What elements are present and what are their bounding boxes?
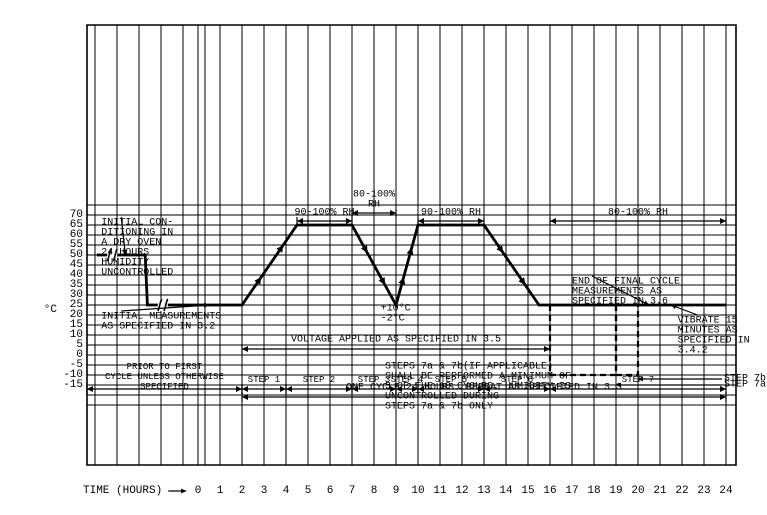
annotation-plus10minus2: -2°C	[381, 313, 405, 325]
annotation-vibrate: 3.4.2	[678, 346, 708, 357]
x-tick-label: 16	[543, 485, 556, 497]
arrow-head	[297, 218, 303, 224]
step7-label: STEP 7a	[724, 380, 766, 391]
x-tick-label: 5	[305, 485, 312, 497]
y-axis-label: °C	[44, 304, 58, 316]
x-tick-label: 1	[217, 485, 224, 497]
x-tick-label: 14	[499, 485, 513, 497]
x-tick-label: 17	[565, 485, 578, 497]
x-axis-label: TIME (HOURS)	[83, 485, 162, 497]
x-tick-label: 24	[719, 485, 733, 497]
step-label: STEP 7	[622, 375, 654, 385]
x-tick-label: 6	[327, 485, 334, 497]
step-label: PRIOR TO FIRST	[127, 362, 203, 372]
x-tick-label: 4	[283, 485, 290, 497]
x-tick-label: 20	[631, 485, 644, 497]
arrow-head	[280, 386, 286, 392]
x-tick-label: 21	[653, 485, 667, 497]
x-tick-label: 18	[587, 485, 600, 497]
step-label: STEP 1	[248, 375, 280, 385]
arrow-head	[478, 218, 484, 224]
annotation-steps7note: STEPS 7a & 7b ONLY	[385, 401, 493, 413]
x-tick-label: 2	[239, 485, 246, 497]
arrow-head	[720, 218, 726, 224]
arrow-head	[242, 386, 248, 392]
humidity-temperature-chart: -15-10-50510152025303540455055606570°C01…	[0, 0, 767, 515]
x-tick-label: 11	[433, 485, 447, 497]
step-label: SPECIFIED	[140, 382, 189, 392]
x-tick-label: 19	[609, 485, 622, 497]
rh-band-label: 90-100% RH	[294, 208, 354, 219]
x-tick-label: 10	[411, 485, 424, 497]
annotation-humidity_unc: UNCONTROLLED	[101, 268, 173, 279]
arrow-head	[236, 386, 242, 392]
y-tick-label: 70	[70, 209, 83, 221]
annotation-end_final: SPECIFIED IN 3.6	[572, 297, 668, 308]
x-tick-label: 22	[675, 485, 688, 497]
rh-band-label: 90-100% RH	[421, 208, 481, 219]
annotation-init_meas: AS SPECIFIED IN 3.2	[101, 322, 215, 333]
arrow-head	[286, 386, 292, 392]
x-tick-label: 15	[521, 485, 534, 497]
arrow-head	[181, 489, 186, 494]
step-label: STEP 2	[303, 375, 335, 385]
x-tick-label: 0	[195, 485, 202, 497]
x-tick-label: 7	[349, 485, 356, 497]
x-tick-label: 8	[371, 485, 378, 497]
voltage-band-label: VOLTAGE APPLIED AS SPECIFIED IN 3.5	[291, 335, 501, 346]
x-tick-label: 12	[455, 485, 468, 497]
x-tick-label: 9	[393, 485, 400, 497]
arrow-head	[418, 218, 424, 224]
step-label: CYCLE UNLESS OTHERWISE	[105, 372, 224, 382]
arrow-head	[346, 218, 352, 224]
arrow-head	[204, 303, 209, 308]
x-tick-label: 13	[477, 485, 490, 497]
arrow-head	[550, 218, 556, 224]
x-tick-label: 23	[697, 485, 710, 497]
x-tick-label: 3	[261, 485, 268, 497]
rh-band-label: RH	[368, 200, 380, 211]
rh-band-label: 80-100% RH	[608, 208, 668, 219]
arrow-head	[242, 346, 248, 352]
